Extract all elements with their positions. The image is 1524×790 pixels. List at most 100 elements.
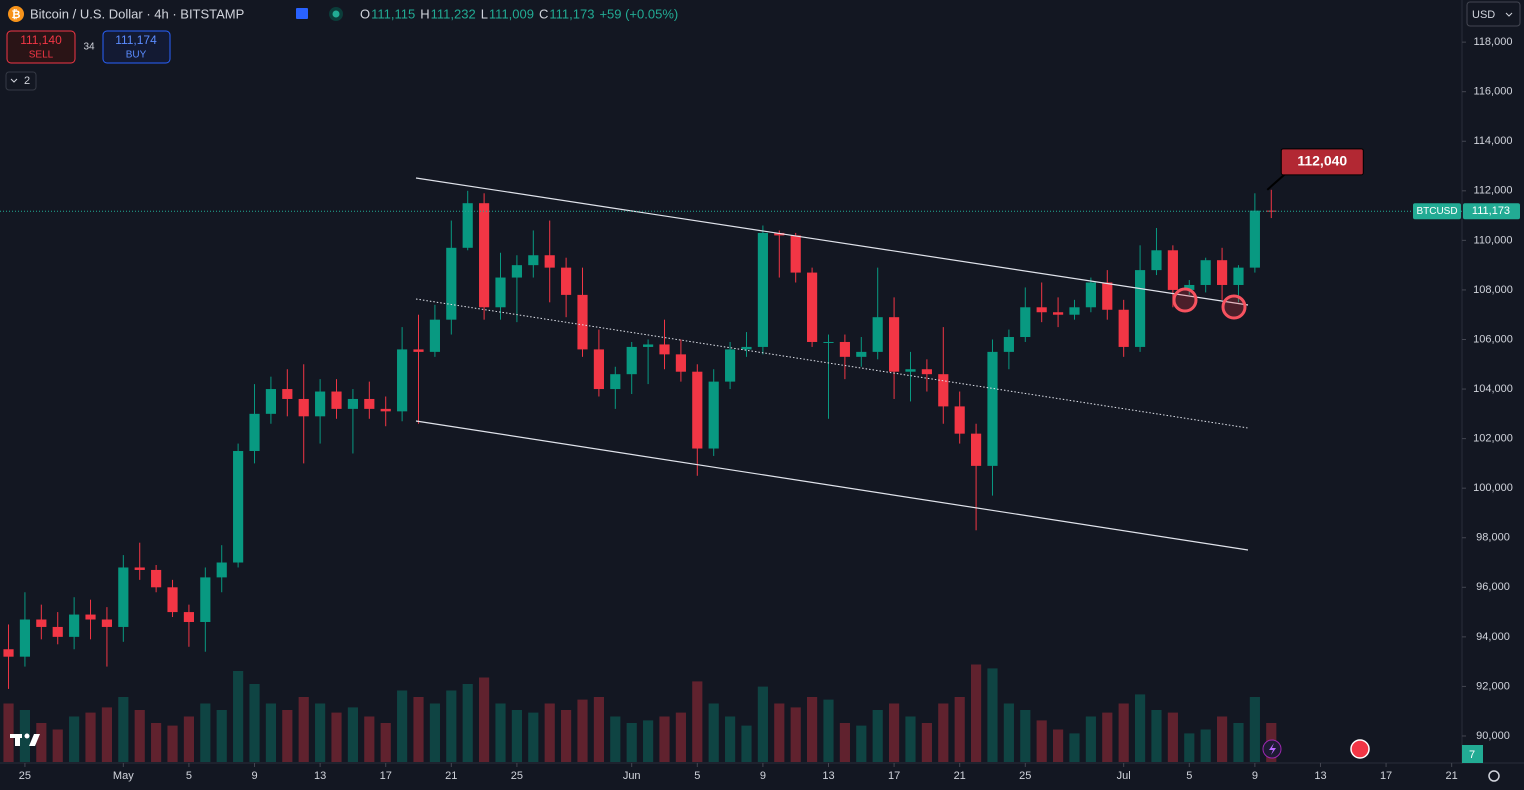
volume-bar — [347, 707, 358, 762]
buy-button[interactable] — [102, 30, 171, 64]
candle-body — [1036, 307, 1047, 313]
sell-button[interactable] — [6, 30, 76, 64]
candle-body — [725, 349, 736, 382]
volume-bar — [167, 725, 178, 762]
candle-body — [757, 232, 768, 347]
price-scale[interactable] — [1462, 0, 1524, 764]
economic-event-icon[interactable] — [1350, 739, 1370, 759]
channel-upper[interactable] — [415, 177, 1249, 306]
volume-bar — [1249, 697, 1260, 762]
currency-select[interactable] — [1466, 1, 1521, 27]
candle-body — [1233, 267, 1244, 285]
volume-bar — [36, 723, 47, 762]
volume-bar — [3, 703, 14, 762]
tv-logo[interactable] — [10, 733, 40, 747]
volume-bar — [1233, 723, 1244, 762]
symbol-title[interactable]: Bitcoin / U.S. Dollar · 4h · BITSTAMP — [30, 6, 244, 21]
callout-label: 112,040 — [1297, 153, 1347, 169]
y-tick-label: 104,000 — [1473, 383, 1513, 395]
volume-bar — [675, 712, 686, 762]
indicators-toggle[interactable] — [5, 71, 37, 91]
candle-body — [101, 619, 113, 627]
x-axis: 25 May 5 9 13 17 21 25 Jun 5 9 13 17 21 25 Jul 5 9 13 17 21 — [19, 763, 1458, 782]
volume-bar — [577, 699, 588, 762]
volume-bar — [1020, 710, 1031, 762]
volume-bar — [905, 716, 916, 762]
x-tick-label: 13 — [822, 770, 834, 782]
candle-body — [249, 413, 260, 452]
retest-circle[interactable] — [1221, 294, 1247, 320]
retest-circle[interactable] — [1172, 287, 1198, 313]
candle-body — [413, 349, 424, 352]
channel-middle[interactable] — [415, 298, 1249, 429]
candle-body — [807, 272, 818, 342]
candle-body — [1102, 282, 1113, 310]
candle-body — [561, 267, 572, 295]
volume-bar — [1167, 712, 1178, 762]
candle-body — [938, 374, 949, 407]
volume-bar — [938, 703, 949, 762]
candle-body — [790, 235, 801, 273]
volume-bar — [1053, 729, 1064, 762]
volume-bar — [462, 684, 473, 762]
candle-body — [200, 577, 211, 622]
market-status-dot — [332, 10, 340, 18]
candle-body — [528, 255, 539, 266]
y-tick-label: 92,000 — [1476, 680, 1510, 692]
candle-body — [183, 612, 195, 622]
candle-body — [626, 346, 637, 375]
ohlc-value: 111,232 — [431, 6, 476, 21]
last-price-box — [1463, 203, 1520, 220]
lightning — [1269, 743, 1276, 755]
settings-icon[interactable] — [1488, 770, 1500, 782]
y-tick-label: 98,000 — [1476, 532, 1510, 544]
volume-bar — [987, 668, 998, 762]
candle-body — [1134, 270, 1146, 347]
y-tick-label: 110,000 — [1474, 234, 1513, 246]
candle-body — [446, 247, 457, 320]
candle-body — [823, 341, 834, 343]
candle-body — [1085, 282, 1096, 308]
y-tick-label: 114,000 — [1474, 135, 1513, 147]
candle-body — [331, 391, 342, 409]
volume-bar — [790, 707, 801, 762]
volume-bar — [446, 690, 457, 762]
alerts-badge[interactable] — [1462, 745, 1483, 763]
candle-body — [1184, 284, 1195, 290]
x-tick-label: 13 — [314, 770, 326, 782]
x-tick-label: 17 — [888, 770, 900, 782]
candle-body — [511, 265, 522, 278]
volume-bar — [265, 703, 277, 762]
volume-bar — [495, 703, 506, 762]
x-tick-label: 5 — [694, 770, 700, 782]
buy-price: 111,174 — [115, 33, 157, 47]
x-tick-label: 9 — [251, 770, 257, 782]
channel-lower[interactable] — [415, 420, 1249, 551]
flag-icon[interactable] — [296, 8, 308, 19]
candle-body — [118, 567, 129, 627]
candle-body — [167, 587, 178, 613]
candle-body — [1200, 260, 1211, 285]
volume-bar — [200, 703, 211, 762]
volume-bar — [298, 697, 309, 762]
candle-body — [233, 451, 244, 563]
buy-label: BUY — [126, 50, 147, 61]
x-tick-label: 21 — [1446, 770, 1458, 782]
callout-pointer — [1266, 173, 1286, 191]
callout-box — [1280, 148, 1364, 176]
candle-body — [495, 277, 506, 308]
candle-body — [1249, 210, 1260, 268]
x-tick-label: 25 — [1019, 770, 1031, 782]
volume-bar — [643, 720, 654, 762]
volume-bar — [282, 710, 293, 762]
volume-bar — [1134, 694, 1146, 762]
volume-bar — [413, 697, 424, 762]
ohlc-value: 111,115 — [371, 6, 415, 21]
logo-part — [24, 733, 30, 739]
candle-body — [52, 626, 63, 637]
volume-bar — [544, 703, 555, 762]
candle-body — [462, 203, 473, 248]
candle-body — [397, 349, 408, 412]
